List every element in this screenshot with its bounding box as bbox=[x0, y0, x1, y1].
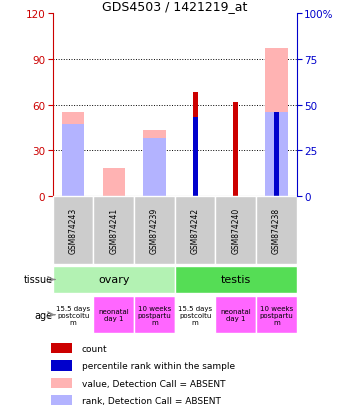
Text: neonatal
day 1: neonatal day 1 bbox=[99, 309, 129, 321]
Text: 15.5 days
postcoitu
m: 15.5 days postcoitu m bbox=[178, 305, 212, 325]
Text: tissue: tissue bbox=[24, 275, 53, 285]
Bar bbox=[274, 113, 279, 196]
Bar bbox=[193, 93, 197, 196]
Bar bbox=[233, 102, 238, 196]
Text: rank, Detection Call = ABSENT: rank, Detection Call = ABSENT bbox=[82, 396, 221, 405]
Text: age: age bbox=[35, 310, 53, 320]
Text: 10 weeks
postpartu
m: 10 weeks postpartu m bbox=[260, 305, 293, 325]
Text: ovary: ovary bbox=[98, 275, 130, 285]
Bar bbox=[51, 395, 72, 405]
Bar bbox=[175, 196, 216, 264]
Bar bbox=[134, 196, 175, 264]
Bar bbox=[53, 266, 175, 294]
Text: GSM874242: GSM874242 bbox=[191, 207, 199, 253]
Bar bbox=[256, 196, 297, 264]
Text: count: count bbox=[82, 344, 107, 353]
Text: 15.5 days
postcoitu
m: 15.5 days postcoitu m bbox=[56, 305, 90, 325]
Bar bbox=[93, 297, 134, 333]
Text: percentile rank within the sample: percentile rank within the sample bbox=[82, 361, 235, 370]
Bar bbox=[256, 297, 297, 333]
Bar bbox=[51, 361, 72, 370]
Bar bbox=[175, 266, 297, 294]
Bar bbox=[62, 125, 84, 196]
Bar bbox=[53, 196, 93, 264]
Text: GSM874241: GSM874241 bbox=[109, 207, 118, 253]
Text: testis: testis bbox=[221, 275, 251, 285]
Bar bbox=[93, 196, 134, 264]
Bar bbox=[143, 139, 166, 196]
Bar bbox=[216, 196, 256, 264]
Text: GSM874238: GSM874238 bbox=[272, 207, 281, 253]
Bar bbox=[193, 117, 197, 196]
Bar bbox=[265, 113, 287, 196]
Bar bbox=[53, 297, 93, 333]
Bar bbox=[216, 297, 256, 333]
Bar bbox=[175, 297, 216, 333]
Title: GDS4503 / 1421219_at: GDS4503 / 1421219_at bbox=[102, 0, 248, 13]
Text: GSM874240: GSM874240 bbox=[231, 207, 240, 253]
Bar bbox=[265, 49, 287, 196]
Text: neonatal
day 1: neonatal day 1 bbox=[220, 309, 251, 321]
Text: value, Detection Call = ABSENT: value, Detection Call = ABSENT bbox=[82, 379, 225, 388]
Bar bbox=[103, 169, 125, 196]
Text: GSM874243: GSM874243 bbox=[69, 207, 78, 253]
Text: GSM874239: GSM874239 bbox=[150, 207, 159, 253]
Bar bbox=[51, 343, 72, 354]
Text: 10 weeks
postpartu
m: 10 weeks postpartu m bbox=[137, 305, 171, 325]
Bar bbox=[51, 377, 72, 388]
Bar bbox=[62, 113, 84, 196]
Bar bbox=[134, 297, 175, 333]
Bar bbox=[143, 131, 166, 196]
